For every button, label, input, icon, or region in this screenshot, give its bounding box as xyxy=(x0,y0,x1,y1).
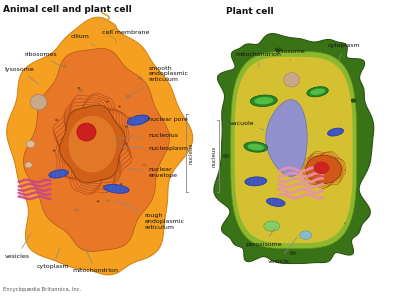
Ellipse shape xyxy=(77,123,96,141)
Text: vesicles: vesicles xyxy=(5,233,31,259)
Text: nucleoplasm: nucleoplasm xyxy=(117,146,188,151)
Ellipse shape xyxy=(74,208,79,211)
Text: cell membrane: cell membrane xyxy=(102,29,150,40)
Ellipse shape xyxy=(52,150,55,152)
Ellipse shape xyxy=(138,77,143,80)
Ellipse shape xyxy=(350,98,357,103)
Ellipse shape xyxy=(328,128,344,136)
Ellipse shape xyxy=(222,154,230,158)
Polygon shape xyxy=(7,17,193,275)
Text: nucleus: nucleus xyxy=(189,142,194,164)
Ellipse shape xyxy=(254,97,274,105)
Ellipse shape xyxy=(307,87,328,97)
Text: cilium: cilium xyxy=(70,34,95,46)
Text: smooth
endoplasmic
reticulum: smooth endoplasmic reticulum xyxy=(126,66,188,98)
Ellipse shape xyxy=(142,164,146,166)
Ellipse shape xyxy=(118,106,121,107)
Text: nucleus: nucleus xyxy=(212,145,216,166)
Ellipse shape xyxy=(284,73,300,87)
Ellipse shape xyxy=(275,48,282,52)
Ellipse shape xyxy=(104,184,129,193)
Polygon shape xyxy=(231,52,357,248)
Text: nuclear
envelope: nuclear envelope xyxy=(127,167,177,178)
Ellipse shape xyxy=(266,198,285,206)
Ellipse shape xyxy=(289,251,296,255)
Ellipse shape xyxy=(244,142,268,152)
Polygon shape xyxy=(266,100,307,176)
Text: rough
endoplasmic
reticulum: rough endoplasmic reticulum xyxy=(115,200,184,230)
Ellipse shape xyxy=(126,95,131,98)
Ellipse shape xyxy=(78,87,80,89)
Ellipse shape xyxy=(106,199,111,202)
Ellipse shape xyxy=(26,140,35,148)
Ellipse shape xyxy=(30,94,47,110)
Text: nucleolus: nucleolus xyxy=(113,133,178,139)
Text: Plant cell: Plant cell xyxy=(226,7,274,16)
Polygon shape xyxy=(60,105,125,183)
Ellipse shape xyxy=(300,231,312,239)
Text: Animal cell and plant cell: Animal cell and plant cell xyxy=(3,5,132,14)
Polygon shape xyxy=(235,57,353,243)
Text: lysosome: lysosome xyxy=(5,67,38,84)
Ellipse shape xyxy=(106,101,109,103)
Text: lysosome: lysosome xyxy=(275,49,305,61)
Text: mitochondrion: mitochondrion xyxy=(72,249,118,273)
Ellipse shape xyxy=(245,177,267,186)
Ellipse shape xyxy=(264,221,280,231)
Text: Encyclopædia Britannica, Inc.: Encyclopædia Britannica, Inc. xyxy=(3,287,81,292)
Ellipse shape xyxy=(310,88,325,95)
Ellipse shape xyxy=(338,220,345,225)
Text: mitochondrion: mitochondrion xyxy=(236,52,282,67)
Text: vacuole: vacuole xyxy=(230,121,264,130)
Ellipse shape xyxy=(127,115,149,125)
Ellipse shape xyxy=(247,143,264,151)
Text: vesicle: vesicle xyxy=(268,237,297,264)
Polygon shape xyxy=(68,116,116,172)
Ellipse shape xyxy=(62,65,67,68)
Text: cytoplasm: cytoplasm xyxy=(36,249,69,269)
Ellipse shape xyxy=(78,89,83,92)
Text: peroxisome: peroxisome xyxy=(246,227,282,247)
Ellipse shape xyxy=(125,126,128,127)
Ellipse shape xyxy=(128,117,131,119)
Polygon shape xyxy=(23,49,169,251)
Text: nuclear pore: nuclear pore xyxy=(127,117,188,128)
Polygon shape xyxy=(214,34,374,263)
Text: cytoplasm: cytoplasm xyxy=(328,43,360,62)
Ellipse shape xyxy=(25,162,32,168)
Ellipse shape xyxy=(314,162,330,174)
Ellipse shape xyxy=(49,170,68,178)
Ellipse shape xyxy=(55,119,58,121)
Text: ribosomes: ribosomes xyxy=(25,52,61,67)
Ellipse shape xyxy=(250,95,277,106)
Ellipse shape xyxy=(306,155,342,184)
Ellipse shape xyxy=(120,183,123,185)
Ellipse shape xyxy=(97,200,100,202)
